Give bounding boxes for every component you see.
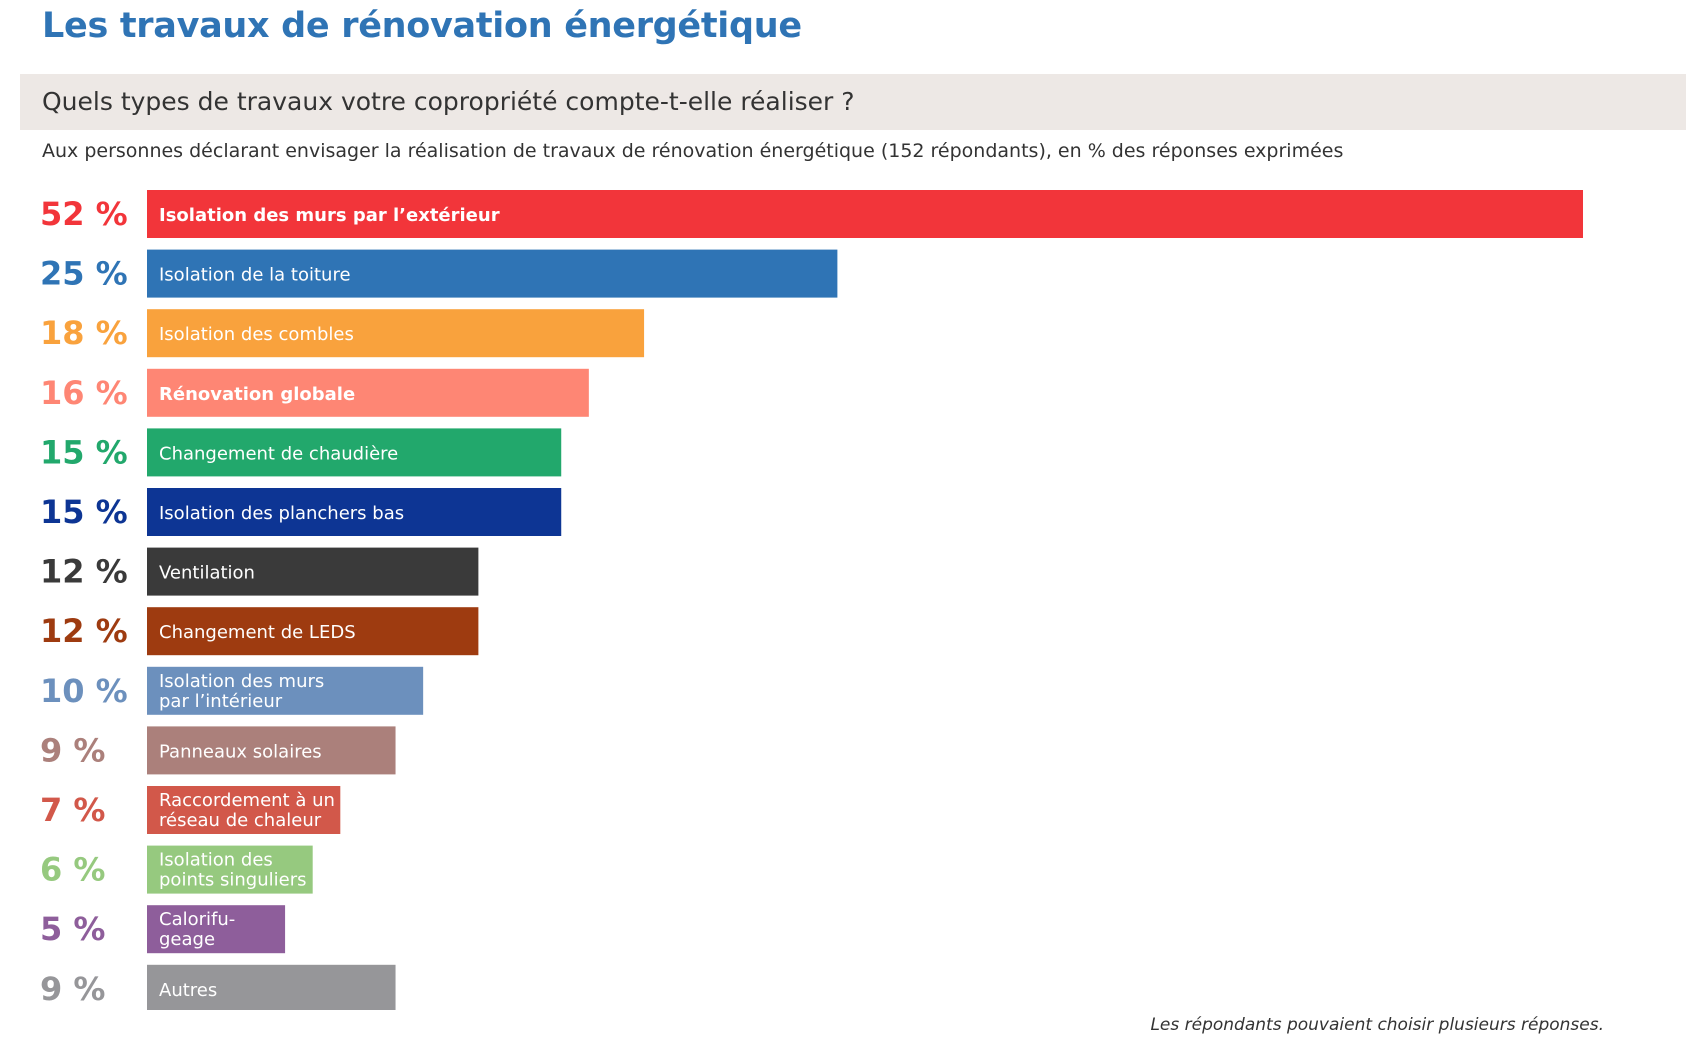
category-label: Rénovation globale bbox=[159, 384, 355, 405]
category-label: Changement de chaudière bbox=[159, 443, 398, 464]
bar bbox=[147, 309, 645, 358]
bar-row: 12 % Ventilation bbox=[40, 547, 479, 596]
bar bbox=[147, 726, 396, 775]
value-label: 6 % bbox=[40, 851, 105, 889]
bar-row: 7 % Raccordement à un réseau de chaleur bbox=[40, 786, 341, 834]
bar-row: 6 % Isolation des points singuliers bbox=[40, 845, 313, 894]
category-label: Isolation de la toiture bbox=[159, 265, 351, 286]
bar bbox=[147, 666, 424, 715]
bar bbox=[147, 607, 479, 656]
bar-row: 12 % Changement de LEDS bbox=[40, 607, 479, 656]
chart-subtitle: Aux personnes déclarant envisager la réa… bbox=[42, 140, 1344, 162]
value-label: 25 % bbox=[40, 255, 128, 293]
bar-row: 5 % Calorifu-geage bbox=[40, 905, 286, 954]
value-label: 7 % bbox=[40, 791, 105, 829]
bar-row: 52 % Isolation des murs par l’extérieur bbox=[40, 190, 1583, 238]
bar bbox=[147, 905, 286, 954]
bar bbox=[147, 845, 313, 894]
bar-row: 9 % Panneaux solaires bbox=[40, 726, 396, 775]
bar bbox=[147, 964, 396, 1010]
category-label: Raccordement à un réseau de chaleur bbox=[159, 790, 335, 831]
category-label: Isolation des murs par l’extérieur bbox=[159, 205, 500, 226]
category-label: Isolation des combles bbox=[159, 324, 354, 345]
bar bbox=[147, 547, 479, 596]
value-label: 9 % bbox=[40, 731, 105, 769]
bar-row: 15 % Isolation des planchers bas bbox=[40, 488, 562, 536]
value-label: 9 % bbox=[40, 970, 105, 1008]
category-label: Isolation des planchers bas bbox=[159, 503, 404, 524]
category-label: Ventilation bbox=[159, 563, 255, 584]
bar-row: 9 % Autres bbox=[40, 964, 396, 1010]
bar-row: 10 % Isolation des murs par l’intérieur bbox=[40, 666, 424, 715]
question-band: Quels types de travaux votre copropriété… bbox=[20, 74, 1686, 130]
category-label: Panneaux solaires bbox=[159, 741, 322, 762]
bar bbox=[147, 428, 562, 477]
category-label: Changement de LEDS bbox=[159, 622, 356, 643]
category-label: Isolation des murs par l’intérieur bbox=[159, 671, 324, 712]
category-label: Calorifu-geage bbox=[159, 909, 235, 950]
value-label: 15 % bbox=[40, 493, 128, 531]
value-label: 5 % bbox=[40, 910, 105, 948]
value-label: 10 % bbox=[40, 672, 128, 710]
bar bbox=[147, 368, 589, 417]
value-label: 15 % bbox=[40, 433, 128, 471]
bar bbox=[147, 249, 838, 298]
value-label: 12 % bbox=[40, 553, 128, 591]
category-label: Autres bbox=[159, 980, 217, 1001]
footnote: Les répondants pouvaient choisir plusieu… bbox=[1150, 1015, 1604, 1035]
bar-row: 18 % Isolation des combles bbox=[40, 309, 645, 358]
bar-row: 16 % Rénovation globale bbox=[40, 368, 589, 417]
page-title: Les travaux de rénovation énergétique bbox=[42, 6, 802, 46]
bar-chart: 52 % Isolation des murs par l’extérieur 25… bbox=[40, 190, 1583, 1010]
question-text: Quels types de travaux votre copropriété… bbox=[42, 87, 855, 116]
value-label: 18 % bbox=[40, 314, 128, 352]
category-label: Isolation des points singuliers bbox=[159, 850, 306, 891]
bar bbox=[147, 488, 562, 536]
bar-row: 15 % Changement de chaudière bbox=[40, 428, 562, 477]
bar bbox=[147, 190, 1583, 238]
value-label: 52 % bbox=[40, 195, 128, 233]
value-label: 12 % bbox=[40, 612, 128, 650]
value-label: 16 % bbox=[40, 374, 128, 412]
bar bbox=[147, 786, 341, 834]
bar-row: 25 % Isolation de la toiture bbox=[40, 249, 838, 298]
